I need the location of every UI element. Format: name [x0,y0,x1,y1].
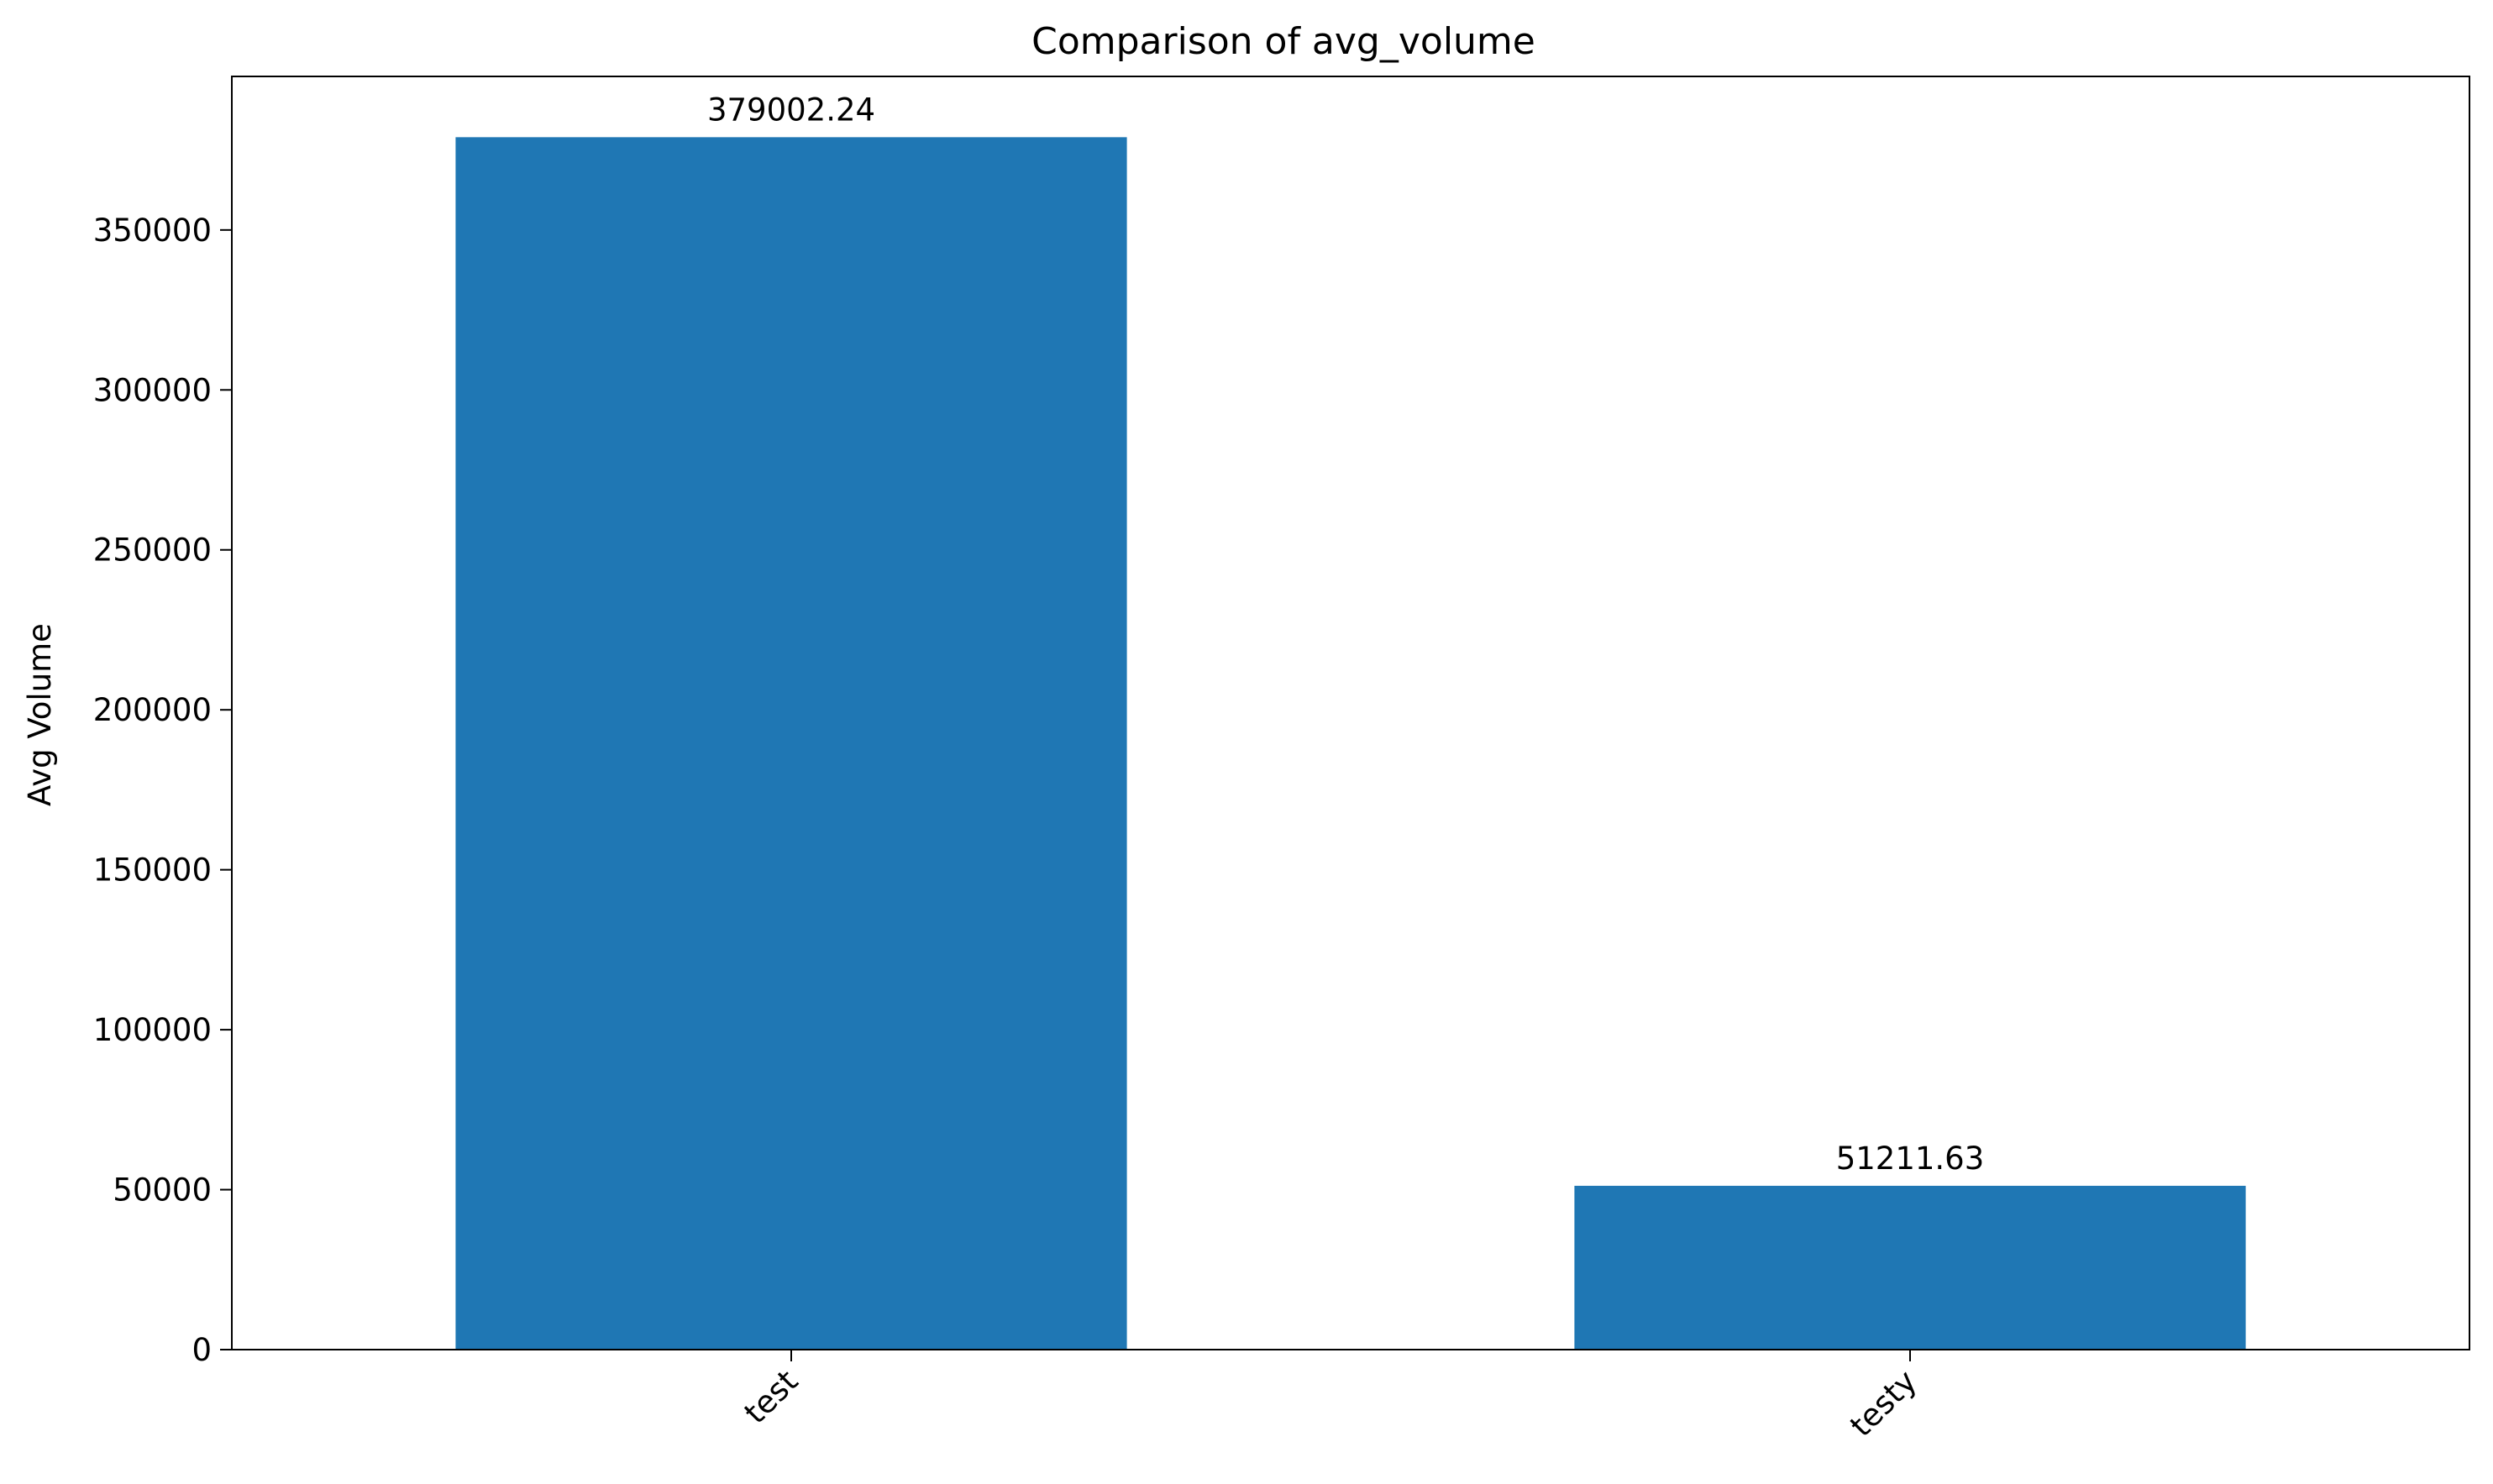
x-tick-label-testy: testy [1843,1363,1924,1444]
y-tick-label-50000: 50000 [113,1172,212,1209]
bar-testy [1574,1185,2246,1350]
data-label-test: 379002.24 [707,92,875,128]
x-tick-label-test: test [737,1363,806,1431]
y-tick-label-350000: 350000 [93,212,212,249]
y-tick-label-300000: 300000 [93,372,212,408]
plot-area: 379002.24 test 51211.63 testy 0 50000 100000 15… [93,76,2470,1444]
y-axis-title: Avg Volume [22,623,58,806]
chart-title: Comparison of avg_volume [1031,20,1535,63]
y-tick-label-200000: 200000 [93,692,212,728]
y-tick-label-150000: 150000 [93,852,212,889]
axes-frame [231,76,2470,1350]
data-label-testy: 51211.63 [1836,1141,1985,1177]
y-tick-label-0: 0 [192,1332,212,1368]
y-tick-label-100000: 100000 [93,1012,212,1048]
bar-test [455,137,1127,1350]
y-tick-label-250000: 250000 [93,532,212,569]
